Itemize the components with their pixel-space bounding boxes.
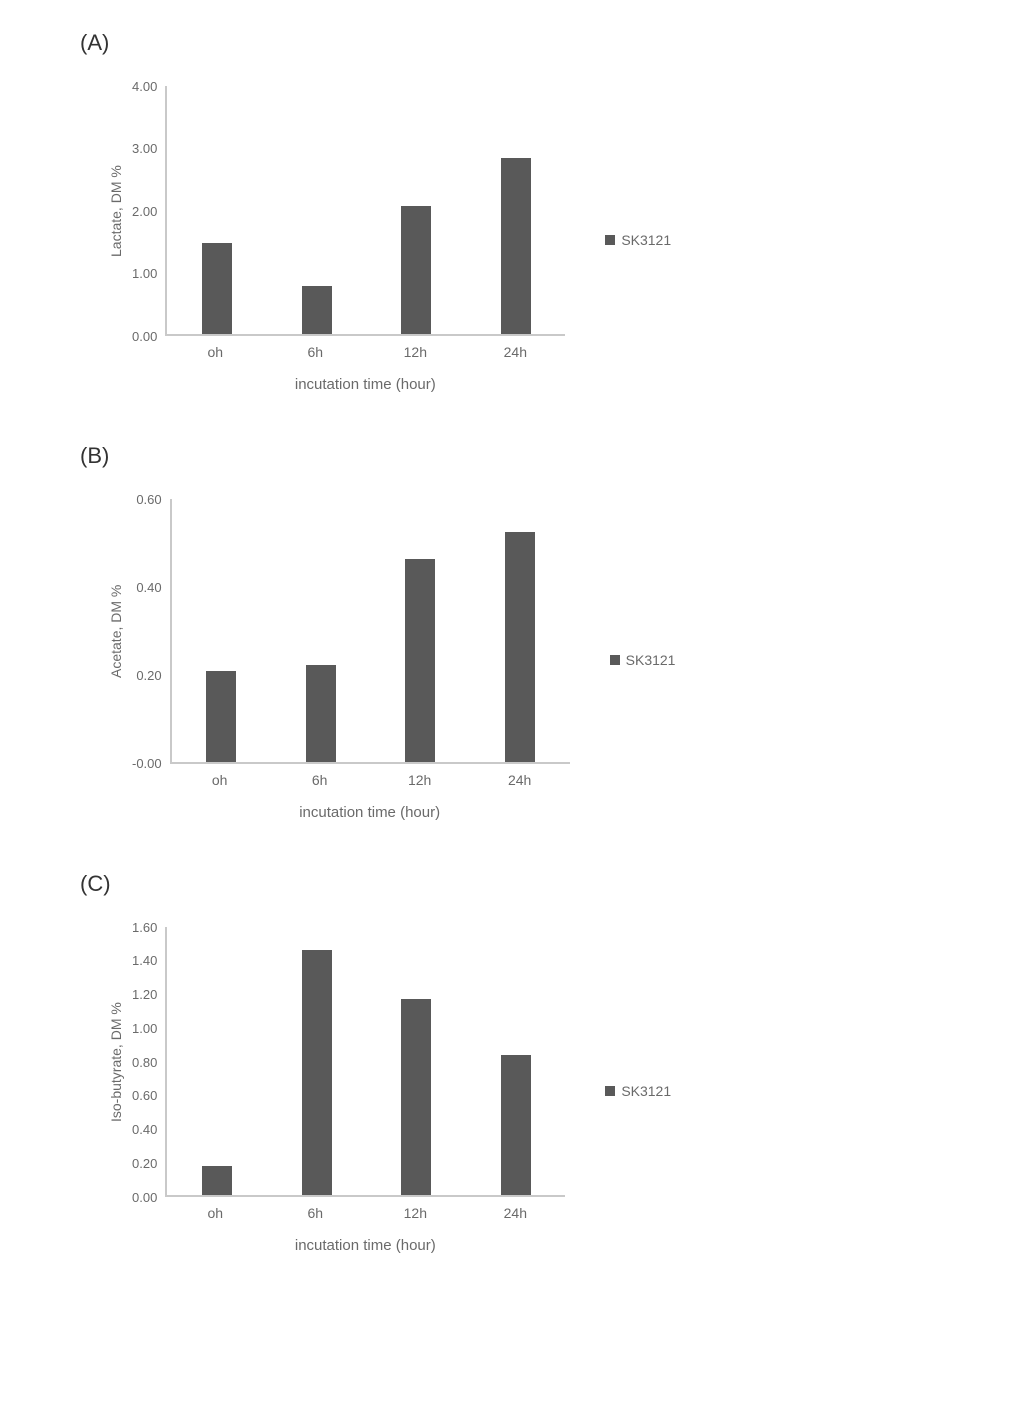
chart-wrap: Iso-butyrate, DM %1.601.401.201.000.800.…: [80, 927, 1030, 1254]
y-axis-label: Acetate, DM %: [100, 499, 132, 764]
x-axis-label: incutation time (hour): [170, 788, 570, 821]
legend-swatch: [610, 655, 620, 665]
x-axis-label: incutation time (hour): [165, 360, 565, 393]
legend: SK3121: [605, 232, 671, 248]
x-tick-label: oh: [200, 1205, 230, 1221]
bar: [302, 950, 332, 1195]
y-axis: 0.600.400.20-0.00: [132, 499, 170, 764]
y-axis: 4.003.002.001.000.00: [132, 86, 165, 336]
legend-swatch: [605, 1086, 615, 1096]
chart-wrap: Lactate, DM %4.003.002.001.000.00 oh 6h 12h…: [80, 86, 1030, 393]
chart-wrap: Acetate, DM %0.600.400.20-0.00 oh 6h 12h 24h…: [80, 499, 1030, 821]
legend-swatch: [605, 235, 615, 245]
chart-panel: (A) Lactate, DM %4.003.002.001.000.00 oh 6h…: [0, 30, 1030, 393]
x-axis: oh 6h 12h 24h: [170, 764, 570, 788]
y-axis-label: Iso-butyrate, DM %: [100, 927, 132, 1197]
x-tick-label: 24h: [500, 1205, 530, 1221]
bar: [302, 286, 332, 334]
x-tick-label: oh: [205, 772, 235, 788]
plot-box: oh 6h 12h 24hincutation time (hour): [170, 499, 570, 821]
bar: [501, 158, 531, 334]
bar: [206, 671, 236, 762]
bar: [202, 1166, 232, 1195]
legend-label: SK3121: [626, 652, 676, 668]
x-tick-label: 24h: [500, 344, 530, 360]
bar: [401, 999, 431, 1195]
panel-label: (A): [80, 30, 1030, 56]
legend: SK3121: [605, 1083, 671, 1099]
x-axis: oh 6h 12h 24h: [165, 336, 565, 360]
bar: [405, 559, 435, 762]
legend-label: SK3121: [621, 1083, 671, 1099]
bar: [401, 206, 431, 334]
plot-area: [165, 86, 565, 336]
panel-label: (B): [80, 443, 1030, 469]
plot-area: [170, 499, 570, 764]
x-tick-label: 6h: [300, 1205, 330, 1221]
x-tick-label: oh: [200, 344, 230, 360]
plot-area: [165, 927, 565, 1197]
legend-label: SK3121: [621, 232, 671, 248]
bar-chart: Lactate, DM %4.003.002.001.000.00 oh 6h 12h…: [100, 86, 565, 393]
bar: [306, 665, 336, 762]
bar: [505, 532, 535, 762]
legend: SK3121: [610, 652, 676, 668]
x-tick-label: 6h: [300, 344, 330, 360]
chart-panel: (B) Acetate, DM %0.600.400.20-0.00 oh 6h 12h…: [0, 443, 1030, 821]
y-axis-label: Lactate, DM %: [100, 86, 132, 336]
x-tick-label: 12h: [405, 772, 435, 788]
x-tick-label: 12h: [400, 344, 430, 360]
x-tick-label: 6h: [305, 772, 335, 788]
x-tick-label: 24h: [505, 772, 535, 788]
chart-panel: (C) Iso-butyrate, DM %1.601.401.201.000.8…: [0, 871, 1030, 1254]
plot-box: oh 6h 12h 24hincutation time (hour): [165, 86, 565, 393]
bar: [501, 1055, 531, 1195]
plot-box: oh 6h 12h 24hincutation time (hour): [165, 927, 565, 1254]
panel-label: (C): [80, 871, 1030, 897]
x-tick-label: 12h: [400, 1205, 430, 1221]
x-axis: oh 6h 12h 24h: [165, 1197, 565, 1221]
x-axis-label: incutation time (hour): [165, 1221, 565, 1254]
bar: [202, 243, 232, 334]
bar-chart: Acetate, DM %0.600.400.20-0.00 oh 6h 12h 24h…: [100, 499, 570, 821]
y-axis: 1.601.401.201.000.800.600.400.200.00: [132, 927, 165, 1197]
bar-chart: Iso-butyrate, DM %1.601.401.201.000.800.…: [100, 927, 565, 1254]
